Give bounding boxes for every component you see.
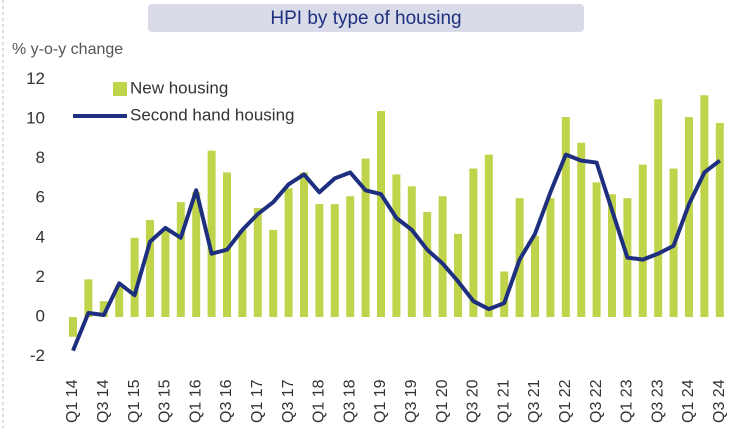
x-tick-label: Q1 19 [372, 379, 389, 423]
x-tick-label: Q1 14 [64, 379, 81, 423]
x-tick-label: Q1 22 [557, 379, 574, 423]
bar [69, 317, 77, 337]
x-tick-label: Q3 17 [280, 379, 297, 423]
bar [161, 229, 170, 317]
x-tick-label: Q3 22 [588, 379, 605, 423]
y-tick-label: 6 [36, 188, 45, 207]
bar [592, 182, 601, 317]
x-tick-label: Q1 21 [495, 379, 512, 423]
line [71, 152, 722, 352]
chart-title: HPI by type of housing [270, 8, 461, 29]
legend-swatch [113, 82, 127, 96]
bar [130, 237, 139, 317]
bar [300, 172, 308, 317]
bar [99, 301, 108, 317]
x-tick-label: Q3 19 [403, 379, 420, 423]
bar [392, 174, 401, 317]
title-box [148, 4, 584, 32]
legend-label: Second hand housing [130, 105, 294, 124]
x-tick-label: Q1 17 [249, 379, 266, 423]
bar [176, 202, 185, 317]
y-tick-label: -2 [30, 346, 45, 365]
x-tick-label: Q1 23 [619, 379, 636, 423]
x-tick-label: Q3 18 [341, 379, 358, 423]
bar [223, 172, 231, 317]
bar [423, 212, 432, 317]
bar [500, 271, 509, 317]
y-tick-label: 2 [36, 267, 45, 286]
y-tick-label: 4 [36, 227, 45, 246]
bar [438, 196, 447, 317]
bar [454, 233, 462, 317]
bar [715, 122, 724, 318]
bar [146, 219, 154, 317]
x-tick-label: Q3 21 [526, 379, 543, 423]
bar [315, 204, 324, 317]
bar [207, 150, 216, 317]
bar [346, 196, 355, 317]
bar [638, 164, 647, 317]
bar [654, 99, 663, 317]
bar [577, 142, 586, 317]
bar [531, 235, 539, 317]
bar [269, 229, 278, 317]
bar [115, 285, 124, 317]
bar [253, 208, 262, 317]
bar [546, 198, 555, 317]
bar [330, 204, 339, 317]
bar [192, 192, 201, 317]
x-tick-label: Q3 24 [711, 379, 728, 423]
y-tick-label: 8 [36, 148, 45, 167]
bar [84, 279, 93, 317]
bar [469, 168, 478, 317]
x-tick-label: Q3 15 [157, 379, 174, 423]
bar [561, 117, 570, 318]
x-tick-label: Q3 14 [95, 379, 112, 423]
x-tick-label: Q1 15 [126, 379, 143, 423]
legend-label: New housing [130, 78, 228, 97]
x-tick-label: Q3 20 [465, 379, 482, 423]
y-axis-label: % y-o-y change [12, 41, 123, 58]
x-tick-label: Q3 16 [218, 379, 235, 423]
bar [238, 229, 247, 317]
x-tick-label: Q1 18 [311, 379, 328, 423]
x-tick-label: Q1 24 [680, 379, 697, 423]
y-tick-label: 12 [26, 69, 45, 88]
bar [700, 95, 709, 318]
x-tick-label: Q1 20 [434, 379, 451, 423]
y-tick-label: 10 [26, 108, 45, 127]
bar [284, 188, 293, 317]
bar [608, 194, 616, 317]
bar [377, 111, 385, 317]
bar [361, 158, 370, 317]
bar [407, 186, 416, 317]
bar [685, 117, 693, 318]
y-tick-label: 0 [36, 306, 45, 325]
bar [484, 154, 493, 317]
x-tick-label: Q1 16 [187, 379, 204, 423]
x-tick-label: Q3 23 [649, 379, 666, 423]
